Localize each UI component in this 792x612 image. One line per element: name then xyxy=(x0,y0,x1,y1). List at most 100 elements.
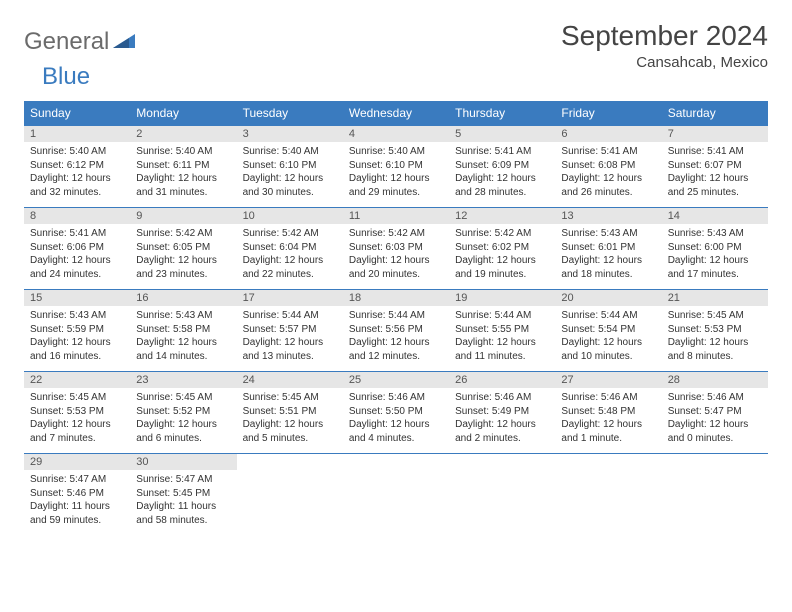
day-details: Sunrise: 5:47 AMSunset: 5:46 PMDaylight:… xyxy=(24,470,130,531)
day-details: Sunrise: 5:41 AMSunset: 6:08 PMDaylight:… xyxy=(555,142,661,203)
day-number: 6 xyxy=(555,126,661,142)
calendar-day: 13Sunrise: 5:43 AMSunset: 6:01 PMDayligh… xyxy=(555,208,661,290)
day-details: Sunrise: 5:44 AMSunset: 5:56 PMDaylight:… xyxy=(343,306,449,367)
day-number: 4 xyxy=(343,126,449,142)
calendar-day: 29Sunrise: 5:47 AMSunset: 5:46 PMDayligh… xyxy=(24,454,130,536)
weekday-header: Monday xyxy=(130,101,236,126)
day-number: 7 xyxy=(662,126,768,142)
title-block: September 2024 Cansahcab, Mexico xyxy=(561,20,768,71)
day-details: Sunrise: 5:40 AMSunset: 6:11 PMDaylight:… xyxy=(130,142,236,203)
day-details: Sunrise: 5:40 AMSunset: 6:12 PMDaylight:… xyxy=(24,142,130,203)
weekday-header: Thursday xyxy=(449,101,555,126)
logo-text-1: General xyxy=(24,28,109,56)
calendar-day: 19Sunrise: 5:44 AMSunset: 5:55 PMDayligh… xyxy=(449,290,555,372)
calendar-day: 4Sunrise: 5:40 AMSunset: 6:10 PMDaylight… xyxy=(343,126,449,208)
calendar-day: 30Sunrise: 5:47 AMSunset: 5:45 PMDayligh… xyxy=(130,454,236,536)
calendar-day: 11Sunrise: 5:42 AMSunset: 6:03 PMDayligh… xyxy=(343,208,449,290)
day-details: Sunrise: 5:45 AMSunset: 5:53 PMDaylight:… xyxy=(662,306,768,367)
calendar-day: 14Sunrise: 5:43 AMSunset: 6:00 PMDayligh… xyxy=(662,208,768,290)
day-number: 26 xyxy=(449,372,555,388)
logo-text-2: Blue xyxy=(42,63,90,91)
day-number: 23 xyxy=(130,372,236,388)
empty-cell xyxy=(237,454,343,536)
weekday-header: Tuesday xyxy=(237,101,343,126)
empty-cell xyxy=(555,454,661,536)
day-number: 3 xyxy=(237,126,343,142)
day-number: 29 xyxy=(24,454,130,470)
day-details: Sunrise: 5:44 AMSunset: 5:54 PMDaylight:… xyxy=(555,306,661,367)
weekday-header: Wednesday xyxy=(343,101,449,126)
day-details: Sunrise: 5:42 AMSunset: 6:03 PMDaylight:… xyxy=(343,224,449,285)
day-number: 14 xyxy=(662,208,768,224)
day-details: Sunrise: 5:45 AMSunset: 5:52 PMDaylight:… xyxy=(130,388,236,449)
day-number: 16 xyxy=(130,290,236,306)
day-details: Sunrise: 5:47 AMSunset: 5:45 PMDaylight:… xyxy=(130,470,236,531)
calendar-day: 12Sunrise: 5:42 AMSunset: 6:02 PMDayligh… xyxy=(449,208,555,290)
calendar-day: 25Sunrise: 5:46 AMSunset: 5:50 PMDayligh… xyxy=(343,372,449,454)
day-number: 30 xyxy=(130,454,236,470)
calendar-day: 23Sunrise: 5:45 AMSunset: 5:52 PMDayligh… xyxy=(130,372,236,454)
day-number: 1 xyxy=(24,126,130,142)
empty-cell xyxy=(662,454,768,536)
day-number: 20 xyxy=(555,290,661,306)
calendar-day: 9Sunrise: 5:42 AMSunset: 6:05 PMDaylight… xyxy=(130,208,236,290)
calendar-day: 20Sunrise: 5:44 AMSunset: 5:54 PMDayligh… xyxy=(555,290,661,372)
calendar-day: 5Sunrise: 5:41 AMSunset: 6:09 PMDaylight… xyxy=(449,126,555,208)
weekday-header: Friday xyxy=(555,101,661,126)
day-number: 25 xyxy=(343,372,449,388)
calendar-day: 21Sunrise: 5:45 AMSunset: 5:53 PMDayligh… xyxy=(662,290,768,372)
day-number: 9 xyxy=(130,208,236,224)
day-details: Sunrise: 5:40 AMSunset: 6:10 PMDaylight:… xyxy=(237,142,343,203)
calendar-day: 7Sunrise: 5:41 AMSunset: 6:07 PMDaylight… xyxy=(662,126,768,208)
day-number: 8 xyxy=(24,208,130,224)
day-details: Sunrise: 5:45 AMSunset: 5:51 PMDaylight:… xyxy=(237,388,343,449)
day-details: Sunrise: 5:41 AMSunset: 6:07 PMDaylight:… xyxy=(662,142,768,203)
day-details: Sunrise: 5:46 AMSunset: 5:50 PMDaylight:… xyxy=(343,388,449,449)
empty-cell xyxy=(449,454,555,536)
day-details: Sunrise: 5:43 AMSunset: 5:59 PMDaylight:… xyxy=(24,306,130,367)
day-details: Sunrise: 5:42 AMSunset: 6:05 PMDaylight:… xyxy=(130,224,236,285)
day-number: 12 xyxy=(449,208,555,224)
page-title: September 2024 xyxy=(561,20,768,52)
day-number: 11 xyxy=(343,208,449,224)
day-number: 5 xyxy=(449,126,555,142)
day-details: Sunrise: 5:45 AMSunset: 5:53 PMDaylight:… xyxy=(24,388,130,449)
day-number: 28 xyxy=(662,372,768,388)
calendar-day: 17Sunrise: 5:44 AMSunset: 5:57 PMDayligh… xyxy=(237,290,343,372)
calendar-day: 2Sunrise: 5:40 AMSunset: 6:11 PMDaylight… xyxy=(130,126,236,208)
calendar-day: 24Sunrise: 5:45 AMSunset: 5:51 PMDayligh… xyxy=(237,372,343,454)
day-details: Sunrise: 5:43 AMSunset: 6:01 PMDaylight:… xyxy=(555,224,661,285)
location-subtitle: Cansahcab, Mexico xyxy=(561,54,768,71)
day-details: Sunrise: 5:42 AMSunset: 6:04 PMDaylight:… xyxy=(237,224,343,285)
weekday-header: Sunday xyxy=(24,101,130,126)
day-details: Sunrise: 5:42 AMSunset: 6:02 PMDaylight:… xyxy=(449,224,555,285)
calendar-day: 1Sunrise: 5:40 AMSunset: 6:12 PMDaylight… xyxy=(24,126,130,208)
day-number: 19 xyxy=(449,290,555,306)
calendar-day: 8Sunrise: 5:41 AMSunset: 6:06 PMDaylight… xyxy=(24,208,130,290)
day-details: Sunrise: 5:44 AMSunset: 5:55 PMDaylight:… xyxy=(449,306,555,367)
empty-cell xyxy=(343,454,449,536)
logo: General xyxy=(24,20,137,56)
calendar-day: 16Sunrise: 5:43 AMSunset: 5:58 PMDayligh… xyxy=(130,290,236,372)
day-details: Sunrise: 5:46 AMSunset: 5:48 PMDaylight:… xyxy=(555,388,661,449)
day-number: 22 xyxy=(24,372,130,388)
day-details: Sunrise: 5:46 AMSunset: 5:47 PMDaylight:… xyxy=(662,388,768,449)
calendar-day: 10Sunrise: 5:42 AMSunset: 6:04 PMDayligh… xyxy=(237,208,343,290)
day-details: Sunrise: 5:43 AMSunset: 5:58 PMDaylight:… xyxy=(130,306,236,367)
calendar-day: 26Sunrise: 5:46 AMSunset: 5:49 PMDayligh… xyxy=(449,372,555,454)
day-number: 2 xyxy=(130,126,236,142)
day-number: 17 xyxy=(237,290,343,306)
day-number: 10 xyxy=(237,208,343,224)
calendar-header-row: SundayMondayTuesdayWednesdayThursdayFrid… xyxy=(24,101,768,126)
day-details: Sunrise: 5:41 AMSunset: 6:09 PMDaylight:… xyxy=(449,142,555,203)
day-number: 21 xyxy=(662,290,768,306)
day-number: 24 xyxy=(237,372,343,388)
calendar-body: 1Sunrise: 5:40 AMSunset: 6:12 PMDaylight… xyxy=(24,126,768,536)
day-details: Sunrise: 5:40 AMSunset: 6:10 PMDaylight:… xyxy=(343,142,449,203)
day-details: Sunrise: 5:41 AMSunset: 6:06 PMDaylight:… xyxy=(24,224,130,285)
calendar-day: 6Sunrise: 5:41 AMSunset: 6:08 PMDaylight… xyxy=(555,126,661,208)
day-number: 27 xyxy=(555,372,661,388)
calendar-day: 15Sunrise: 5:43 AMSunset: 5:59 PMDayligh… xyxy=(24,290,130,372)
calendar-day: 18Sunrise: 5:44 AMSunset: 5:56 PMDayligh… xyxy=(343,290,449,372)
day-details: Sunrise: 5:44 AMSunset: 5:57 PMDaylight:… xyxy=(237,306,343,367)
